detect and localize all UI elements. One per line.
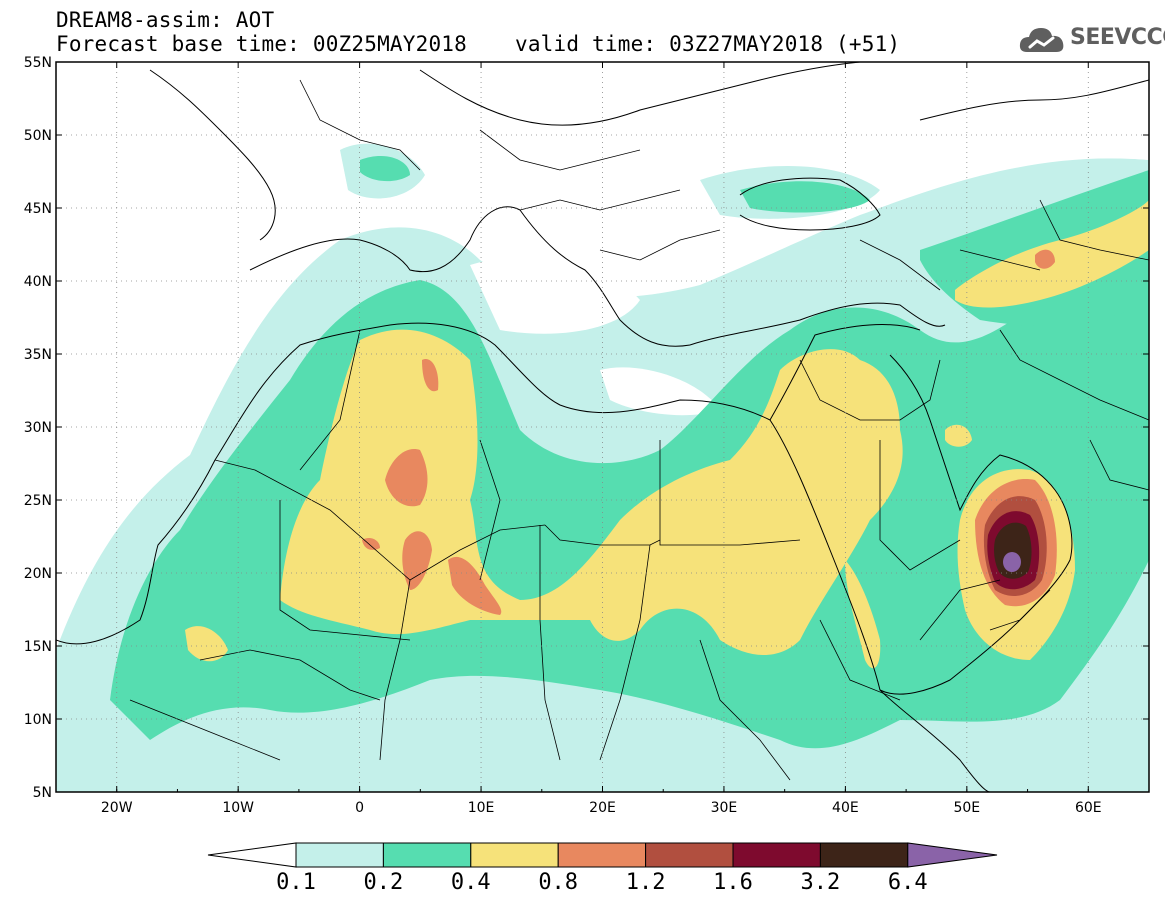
colorbar-label: 1.2 [626, 870, 666, 895]
map-title: DREAM8-assim: AOT [56, 8, 275, 32]
lat-label: 35N [24, 347, 52, 363]
colorbar-label: 0.1 [276, 870, 316, 895]
lat-label: 5N [33, 785, 52, 801]
lat-label: 50N [24, 128, 52, 144]
lat-label: 20N [24, 566, 52, 582]
axis-ticks: 55N 50N 45N 40N 35N 30N 25N 20N 15N 10N 5N 20W 10W 0 1… [24, 55, 1150, 816]
coastlines [56, 62, 1149, 792]
lat-label: 45N [24, 201, 52, 217]
lon-label: 30E [711, 800, 738, 816]
lon-label: 60E [1075, 800, 1102, 816]
colorbar-segment [557, 842, 647, 868]
colorbar-arrow-low [207, 842, 297, 868]
lat-label: 25N [24, 493, 52, 509]
lon-label: 20W [101, 800, 133, 816]
base-time: Forecast base time: 00Z25MAY2018 [56, 32, 467, 56]
colorbar-label: 1.6 [713, 870, 753, 895]
colorbar-label: 0.8 [538, 870, 578, 895]
lat-label: 55N [24, 55, 52, 71]
lon-label: 10W [222, 800, 254, 816]
lat-label: 15N [24, 639, 52, 655]
gridlines [56, 62, 1149, 792]
seevccc-logo: SEEVCCC [1017, 22, 1165, 58]
colorbar-label: 0.2 [364, 870, 404, 895]
contour-6-4 [1003, 552, 1021, 572]
colorbar-arrow-high [907, 842, 998, 868]
lat-label: 40N [24, 274, 52, 290]
colorbar-segment [645, 842, 734, 868]
colorbar-label: 0.4 [451, 870, 491, 895]
colorbar-segment [382, 842, 472, 868]
lon-label: 40E [832, 800, 859, 816]
colorbar-segment [732, 842, 821, 868]
lon-label: 20E [589, 800, 616, 816]
valid-time: valid time: 03Z27MAY2018 (+51) [514, 32, 901, 56]
clear-areas [56, 62, 1149, 520]
colorbar-label: 3.2 [801, 870, 841, 895]
lon-label: 50E [953, 800, 980, 816]
colorbar-segment [470, 842, 559, 868]
lat-label: 10N [24, 712, 52, 728]
lat-label: 30N [24, 420, 52, 436]
logo-text: SEEVCCC [1070, 25, 1165, 50]
colorbar-segment [819, 842, 909, 868]
lon-label: 0 [355, 800, 364, 816]
cloud-icon [1019, 28, 1064, 52]
lon-label: 10E [468, 800, 495, 816]
colorbar: 0.1 0.2 0.4 0.8 1.2 1.6 3.2 6.4 [207, 842, 998, 895]
country-borders [129, 79, 1149, 781]
colorbar-label: 6.4 [888, 870, 928, 895]
colorbar-segment [295, 842, 384, 868]
map-subtitle: Forecast base time: 00Z25MAY2018 valid ti… [56, 32, 900, 56]
